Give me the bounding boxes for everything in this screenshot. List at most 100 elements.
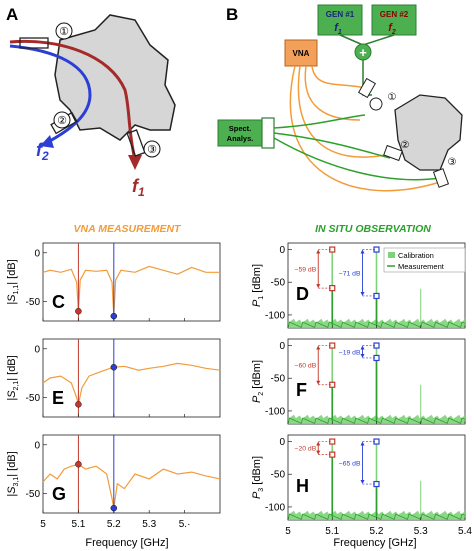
panel-label-f: F xyxy=(296,380,307,400)
path-f2 xyxy=(9,44,92,144)
x-tick-label-h-1: 5.1 xyxy=(325,526,339,537)
panel-label-d: D xyxy=(296,284,309,304)
y-tick-label-h-1: -50 xyxy=(271,470,286,481)
y-axis-label-d: P1 [dBm] xyxy=(251,264,265,307)
x-tick-label-g-4: 5.· xyxy=(179,519,191,530)
legend-d: Calibration Measurement xyxy=(383,247,466,273)
label-f2: f2 xyxy=(36,140,49,163)
legend-label-calibration: Calibration xyxy=(398,251,434,260)
delta-arrowhead-up-d-1 xyxy=(360,249,365,254)
arrowhead-f2 xyxy=(40,135,54,148)
port-number-a-3: ③ xyxy=(147,144,157,156)
generator-2-freq: f2 xyxy=(388,22,396,36)
delta-label-d-1: −71 dB xyxy=(339,270,361,277)
marker-point-g-0 xyxy=(75,461,82,468)
panel-b: B GEN #1 f1 GEN #2 f2 + VNA Spect. Analy… xyxy=(217,4,463,192)
arrowhead-f1 xyxy=(128,155,142,170)
y-axis-label-h: P3 [dBm] xyxy=(251,456,265,499)
legend-swatch-calibration xyxy=(388,252,395,258)
generator-1-label: GEN #1 xyxy=(326,10,355,19)
x-tick-label-h-3: 5.3 xyxy=(414,526,428,537)
sa-cable-2 xyxy=(273,132,391,159)
panel-label-c: C xyxy=(52,292,65,312)
y-axis-label-g: |S3,1| [dB] xyxy=(6,451,20,496)
x-tick-label-h-2: 5.2 xyxy=(370,526,384,537)
label-f1: f1 xyxy=(132,176,145,199)
legend-label-measurement: Measurement xyxy=(398,262,445,271)
plot-frame-g xyxy=(42,434,221,514)
port-box-a-1 xyxy=(19,37,49,49)
coupler-3 xyxy=(432,168,450,188)
spectrum-analyzer-label-2: Analys. xyxy=(227,134,254,143)
port-circle-a-2 xyxy=(53,111,71,129)
charts-layer: 0 -50 |S1,1| [dB] 0 -50 |S2,1| [dB] 0 -50 |S3,1|… xyxy=(6,242,472,537)
x-axis-label-right: Frequency [GHz] xyxy=(333,537,416,549)
delta-label-h-1: −65 dB xyxy=(339,460,361,467)
panel-label-a: A xyxy=(6,5,18,24)
y-tick-label-f-1: -50 xyxy=(271,374,286,385)
delta-label-d-0: −59 dB xyxy=(295,266,317,273)
x-tick-label-g-3: 5.3 xyxy=(142,519,156,530)
y-tick-label-d-0: 0 xyxy=(279,245,285,256)
x-axis-label-left: Frequency [GHz] xyxy=(85,537,168,549)
generator-1-box xyxy=(317,4,363,36)
delta-label-f-0: −60 dB xyxy=(295,363,317,370)
vna-label: VNA xyxy=(293,49,310,58)
port-circle-a-3 xyxy=(143,140,161,158)
generator-2-label: GEN #2 xyxy=(380,10,409,19)
y-tick-label-c-0: 0 xyxy=(34,248,40,259)
x-tick-label-h-0: 5 xyxy=(285,526,291,537)
marker-point-c-0 xyxy=(75,308,82,315)
port-box-a-3 xyxy=(126,129,146,157)
sa-cable-1 xyxy=(273,114,366,129)
generator-1-freq: f1 xyxy=(334,22,342,36)
sa-cable-3 xyxy=(273,137,441,181)
marker-point-e-0 xyxy=(75,401,82,408)
panel-label-g: G xyxy=(52,484,66,504)
adder-symbol: + xyxy=(359,45,367,60)
port-circle-a-1 xyxy=(55,22,73,40)
y-axis-label-f: P2 [dBm] xyxy=(251,360,265,403)
y-tick-label-c-1: -50 xyxy=(26,297,41,308)
y-axis-label-c: |S1,1| [dB] xyxy=(6,259,20,304)
x-tick-label-g-2: 5.2 xyxy=(107,519,121,530)
x-tick-label-g-0: 5 xyxy=(40,519,46,530)
y-tick-label-d-2: -100 xyxy=(265,310,285,321)
legend-box xyxy=(383,247,466,273)
y-tick-label-d-1: -50 xyxy=(271,278,286,289)
circulator xyxy=(369,97,383,111)
vna-trace-c xyxy=(42,265,220,317)
y-tick-label-e-0: 0 xyxy=(34,344,40,355)
port-number-a-2: ② xyxy=(57,115,67,127)
delta-arrowhead-down-h-0 xyxy=(316,450,321,455)
delta-arrowhead-down-d-1 xyxy=(360,291,365,296)
vna-trace-g xyxy=(42,463,221,509)
y-tick-label-e-1: -50 xyxy=(26,393,41,404)
spectrum-analyzer-box xyxy=(217,119,263,147)
vna-box xyxy=(284,39,318,67)
coupler-2 xyxy=(383,144,403,162)
y-tick-label-f-0: 0 xyxy=(279,341,285,352)
header-in-situ-observation: IN SITU OBSERVATION xyxy=(315,223,431,235)
delta-arrowhead-down-h-1 xyxy=(360,480,365,485)
delta-arrowhead-up-d-0 xyxy=(316,249,321,254)
x-tick-label-h-4: 5.4 xyxy=(458,526,472,537)
spectrum-switch-box xyxy=(261,117,275,149)
cavity-shape-a xyxy=(54,14,176,141)
y-tick-label-f-2: -100 xyxy=(265,406,285,417)
panel-a: A ① ② ③ f2 f1 xyxy=(6,5,176,199)
delta-arrowhead-down-f-1 xyxy=(360,353,365,358)
port-number-a-1: ① xyxy=(59,26,69,38)
plot-frame-c xyxy=(42,242,221,322)
port-number-b-2: ② xyxy=(401,140,410,151)
plot-frame-e xyxy=(42,338,221,418)
vna-cable-4 xyxy=(304,65,361,121)
y-tick-label-g-1: -50 xyxy=(26,489,41,500)
panel-label-h: H xyxy=(296,476,309,496)
delta-arrowhead-down-d-0 xyxy=(316,284,321,289)
delta-label-h-0: −20 dB xyxy=(295,446,317,453)
panel-label-e: E xyxy=(52,388,64,408)
delta-arrowhead-up-h-1 xyxy=(360,441,365,446)
y-tick-label-h-2: -100 xyxy=(265,502,285,513)
